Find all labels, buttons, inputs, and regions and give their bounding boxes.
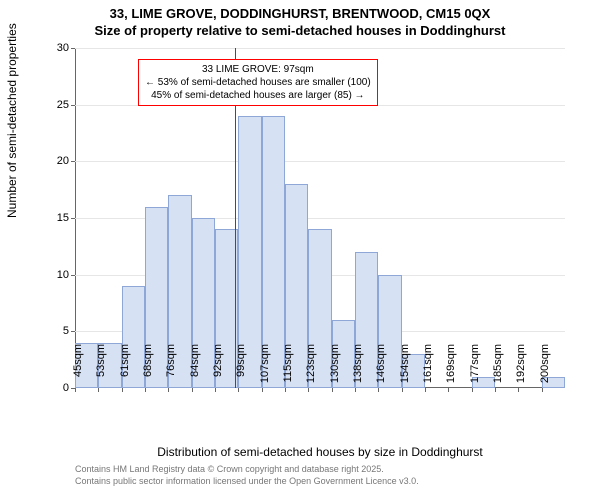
xtick-label: 200sqm (539, 344, 551, 394)
ytick-mark (71, 105, 75, 106)
xtick-label: 45sqm (72, 344, 84, 394)
ytick-label: 15 (57, 212, 69, 224)
xtick-label: 185sqm (492, 344, 504, 394)
ytick-mark (71, 218, 75, 219)
ytick-label: 10 (57, 269, 69, 281)
xtick-label: 84sqm (189, 344, 201, 394)
xtick-label: 76sqm (165, 344, 177, 394)
ytick-label: 25 (57, 99, 69, 111)
xtick-label: 68sqm (142, 344, 154, 394)
ytick-label: 0 (63, 382, 69, 394)
ytick-label: 20 (57, 155, 69, 167)
footer-line-2: Contains public sector information licen… (75, 476, 419, 488)
xtick-label: 192sqm (515, 344, 527, 394)
gridline (75, 48, 565, 49)
xtick-label: 53sqm (95, 344, 107, 394)
xtick-label: 169sqm (445, 344, 457, 394)
xtick-label: 107sqm (259, 344, 271, 394)
xtick-label: 61sqm (119, 344, 131, 394)
title-line-1: 33, LIME GROVE, DODDINGHURST, BRENTWOOD,… (0, 6, 600, 23)
xtick-label: 115sqm (282, 344, 294, 394)
ytick-mark (71, 275, 75, 276)
chart-container: 33, LIME GROVE, DODDINGHURST, BRENTWOOD,… (0, 0, 600, 500)
xtick-label: 99sqm (235, 344, 247, 394)
footer-attribution: Contains HM Land Registry data © Crown c… (75, 464, 419, 487)
annotation-line: ← 53% of semi-detached houses are smalle… (145, 76, 371, 89)
x-axis-label: Distribution of semi-detached houses by … (75, 445, 565, 459)
ytick-mark (71, 331, 75, 332)
xtick-label: 123sqm (305, 344, 317, 394)
chart-title: 33, LIME GROVE, DODDINGHURST, BRENTWOOD,… (0, 6, 600, 40)
xtick-label: 146sqm (375, 344, 387, 394)
ytick-label: 30 (57, 42, 69, 54)
annotation-box: 33 LIME GROVE: 97sqm← 53% of semi-detach… (138, 59, 378, 106)
gridline (75, 161, 565, 162)
ytick-mark (71, 161, 75, 162)
footer-line-1: Contains HM Land Registry data © Crown c… (75, 464, 419, 476)
y-axis-label: Number of semi-detached properties (5, 23, 19, 218)
xtick-label: 177sqm (469, 344, 481, 394)
xtick-label: 92sqm (212, 344, 224, 394)
xtick-label: 138sqm (352, 344, 364, 394)
plot-area: 05101520253045sqm53sqm61sqm68sqm76sqm84s… (75, 48, 565, 388)
ytick-mark (71, 48, 75, 49)
xtick-label: 161sqm (422, 344, 434, 394)
annotation-line: 45% of semi-detached houses are larger (… (145, 89, 371, 102)
ytick-label: 5 (63, 325, 69, 337)
title-line-2: Size of property relative to semi-detach… (0, 23, 600, 40)
xtick-label: 154sqm (399, 344, 411, 394)
xtick-label: 130sqm (329, 344, 341, 394)
annotation-line: 33 LIME GROVE: 97sqm (145, 63, 371, 76)
